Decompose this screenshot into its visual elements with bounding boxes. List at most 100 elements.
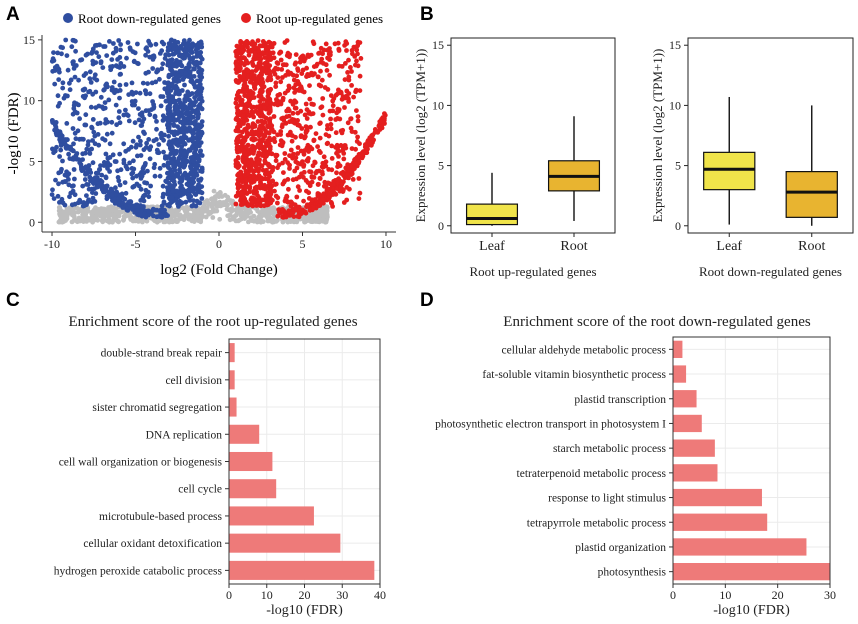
down-point bbox=[95, 132, 101, 137]
up-point bbox=[283, 62, 289, 68]
down-point bbox=[123, 190, 129, 196]
up-point bbox=[353, 62, 358, 68]
up-point bbox=[317, 203, 323, 208]
up-point bbox=[261, 43, 267, 49]
nonsig-point bbox=[225, 194, 231, 200]
chart-title: Enrichment score of the root up-regulate… bbox=[68, 314, 357, 330]
up-point bbox=[236, 128, 242, 134]
down-point bbox=[191, 198, 196, 204]
nonsig-point bbox=[258, 217, 264, 223]
down-point bbox=[91, 129, 97, 135]
up-point bbox=[273, 80, 279, 86]
down-point bbox=[147, 156, 153, 162]
nonsig-point bbox=[205, 205, 210, 210]
down-point bbox=[197, 60, 203, 66]
up-point bbox=[273, 84, 279, 89]
down-point bbox=[113, 45, 119, 51]
down-point bbox=[170, 171, 176, 177]
down-point bbox=[176, 73, 182, 79]
up-point bbox=[284, 193, 290, 199]
down-point bbox=[192, 84, 198, 90]
down-point bbox=[157, 165, 163, 171]
legend-up-marker bbox=[241, 13, 251, 23]
category-label: plastid transcription bbox=[574, 394, 666, 406]
up-point bbox=[282, 178, 288, 184]
down-point bbox=[90, 46, 96, 52]
up-point bbox=[243, 177, 249, 183]
down-point bbox=[195, 114, 201, 120]
down-point bbox=[129, 166, 135, 171]
x-axis-label: log2 (Fold Change) bbox=[160, 262, 278, 278]
nonsig-point bbox=[220, 202, 226, 208]
down-point bbox=[171, 51, 177, 57]
up-point bbox=[371, 137, 376, 143]
down-point bbox=[116, 109, 122, 114]
down-point bbox=[81, 73, 87, 78]
down-point bbox=[158, 94, 164, 99]
up-point bbox=[352, 166, 357, 172]
up-point bbox=[303, 101, 309, 107]
down-point bbox=[112, 196, 117, 202]
down-point bbox=[185, 149, 191, 155]
x-tick-label: 10 bbox=[380, 237, 392, 251]
down-point bbox=[118, 61, 124, 66]
up-point bbox=[259, 163, 265, 169]
down-point bbox=[150, 99, 156, 104]
down-point bbox=[154, 126, 159, 132]
down-point bbox=[113, 63, 119, 69]
up-point bbox=[311, 175, 317, 180]
down-point bbox=[114, 122, 119, 128]
up-point bbox=[303, 130, 309, 136]
up-point bbox=[280, 160, 285, 166]
nonsig-point bbox=[105, 210, 111, 215]
up-point bbox=[240, 179, 245, 185]
down-point bbox=[189, 48, 194, 54]
x-tick-label: 30 bbox=[336, 588, 348, 602]
up-point bbox=[320, 51, 325, 57]
up-point bbox=[326, 167, 332, 172]
up-point bbox=[242, 83, 247, 89]
down-point bbox=[121, 141, 127, 147]
down-point bbox=[58, 169, 64, 175]
down-point bbox=[139, 123, 145, 128]
up-point bbox=[237, 149, 243, 154]
up-point bbox=[249, 104, 254, 110]
up-point bbox=[252, 73, 257, 78]
up-point bbox=[272, 182, 278, 187]
up-point bbox=[353, 146, 358, 152]
up-point bbox=[355, 114, 361, 119]
down-point bbox=[199, 106, 205, 112]
down-point bbox=[195, 155, 201, 161]
down-point bbox=[66, 151, 71, 157]
down-point bbox=[195, 131, 201, 137]
up-point bbox=[275, 66, 281, 72]
down-point bbox=[66, 182, 72, 188]
up-point bbox=[318, 45, 324, 51]
nonsig-point bbox=[212, 197, 218, 203]
volcano-points bbox=[49, 37, 388, 225]
down-point bbox=[103, 83, 109, 88]
down-point bbox=[159, 214, 165, 220]
up-point bbox=[357, 141, 362, 147]
down-point bbox=[170, 99, 176, 105]
up-point bbox=[263, 186, 268, 192]
down-point bbox=[69, 44, 75, 50]
down-point bbox=[163, 98, 169, 104]
down-point bbox=[129, 80, 135, 86]
down-point bbox=[179, 178, 185, 184]
down-point bbox=[89, 125, 95, 131]
down-point bbox=[178, 44, 184, 49]
down-point bbox=[67, 194, 72, 200]
down-point bbox=[183, 111, 189, 117]
down-point bbox=[169, 81, 175, 87]
down-point bbox=[106, 97, 112, 103]
down-point bbox=[175, 124, 181, 129]
down-point bbox=[179, 112, 185, 118]
x-tick-label: 10 bbox=[719, 588, 731, 602]
down-point bbox=[100, 65, 106, 70]
down-point bbox=[98, 60, 104, 66]
enrichment-up-chart: Enrichment score of the root up-regulate… bbox=[54, 314, 386, 618]
down-point bbox=[126, 147, 131, 152]
up-point bbox=[287, 52, 293, 57]
nonsig-point bbox=[321, 206, 326, 211]
